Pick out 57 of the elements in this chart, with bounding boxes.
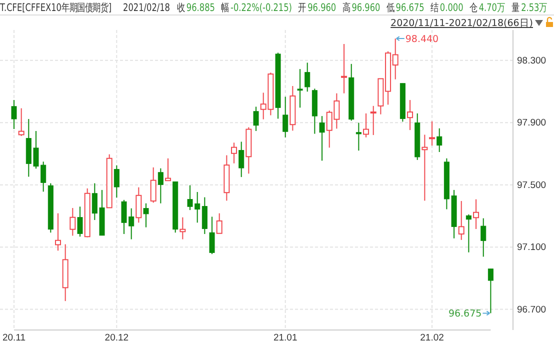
y-tick-label: 98.300 — [517, 55, 546, 66]
x-tick-label: 20.11 — [2, 332, 26, 344]
text: 量2.53万 — [512, 2, 548, 14]
candlestick — [282, 96, 288, 138]
candlestick — [238, 141, 244, 178]
candlestick — [407, 100, 414, 131]
candlestick — [356, 122, 362, 152]
candlestick — [363, 112, 370, 138]
candlestick — [341, 44, 348, 94]
chart-title: T.CFE[CFFEX10年期国债期货] — [0, 2, 112, 14]
text: 高96.960 — [342, 2, 380, 14]
candlestick — [165, 158, 172, 182]
candlestick — [158, 168, 164, 204]
text: 仓4.70万 — [469, 2, 505, 14]
text: 2021/02/18 — [123, 2, 170, 14]
y-tick-label: 97.500 — [517, 180, 546, 191]
candlestick — [480, 218, 486, 258]
candlestick — [202, 196, 208, 234]
text: 低96.675 — [386, 2, 424, 14]
candlestick — [422, 134, 428, 202]
candlestick — [180, 216, 186, 240]
candlestick — [77, 206, 83, 238]
candlestick — [466, 214, 472, 253]
candlestick — [488, 268, 494, 314]
candlestick — [231, 142, 238, 164]
candlestick — [18, 108, 24, 136]
x-tick-label: 21.02 — [420, 332, 444, 344]
text: 幅-0.22%(-0.215) — [221, 2, 292, 14]
candlestick — [473, 198, 480, 230]
candlestick — [114, 164, 120, 198]
candlestick — [253, 106, 259, 132]
y-tick-label: 97.100 — [517, 242, 546, 254]
text: 2020/11/11-2021/02/18(66日) — [390, 18, 533, 29]
candlestick — [304, 62, 310, 92]
annotation: 98.440 — [405, 34, 439, 46]
candlestick — [150, 166, 156, 204]
candlestick — [319, 116, 325, 162]
candlestick — [136, 186, 142, 224]
candlestick — [209, 216, 215, 255]
x-tick-label: 20.12 — [104, 332, 129, 344]
candlestick — [216, 212, 222, 234]
candlestick — [458, 200, 464, 240]
x-tick-label: 21.01 — [273, 332, 298, 344]
candlestick — [297, 68, 303, 108]
y-tick-label: 96.700 — [517, 304, 546, 316]
candlestick — [70, 208, 76, 236]
text: 开96.960 — [298, 2, 336, 14]
candlestick — [370, 105, 376, 136]
candlestick — [143, 202, 149, 228]
y-tick-label: 97.900 — [517, 118, 546, 129]
candlestick — [436, 128, 442, 152]
text: 收96.885 — [177, 2, 215, 14]
candlestick — [11, 100, 17, 130]
annotation: 96.675 — [448, 308, 482, 320]
candlestick — [55, 212, 62, 252]
text: 结0.000 — [430, 2, 464, 14]
candlestick — [429, 120, 436, 146]
